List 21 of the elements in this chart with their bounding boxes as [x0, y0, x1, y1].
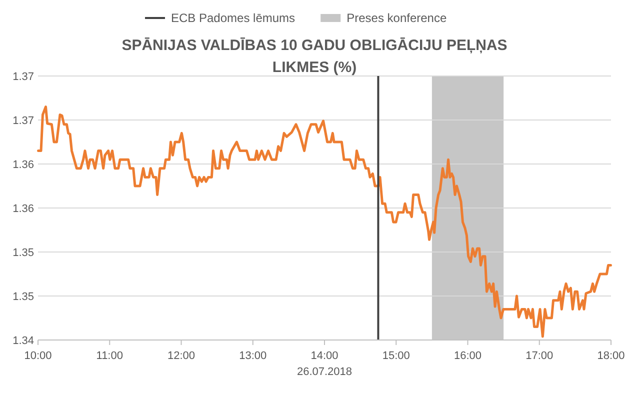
y-tick-label: 1.35	[12, 247, 34, 259]
legend-label: ECB Padomes lēmums	[171, 11, 296, 25]
legend-label: Preses konference	[346, 11, 447, 25]
x-tick-label: 17:00	[526, 350, 554, 362]
x-tick-label: 14:00	[310, 350, 338, 362]
x-tick-label: 12:00	[167, 350, 196, 362]
y-tick-label: 1.36	[12, 159, 34, 171]
chart-title: SPĀNIJAS VALDĪBAS 10 GADU OBLIGĀCIJU PEĻŅAS LIKMES (%)	[122, 37, 508, 76]
x-tick-label: 13:00	[239, 350, 267, 362]
line-series	[37, 106, 612, 338]
x-tick-label: 16:00	[454, 350, 482, 362]
x-tick-label: 15:00	[382, 350, 410, 362]
y-tick-label: 1.36	[12, 203, 34, 215]
x-tick-label: 11:00	[96, 350, 123, 362]
y-tick-label: 1.34	[12, 335, 34, 347]
y-tick-label: 1.37	[12, 71, 34, 83]
y-tick-label: 1.37	[12, 115, 34, 127]
x-tick-label: 10:00	[24, 350, 52, 362]
x-axis-title: 26.07.2018	[296, 366, 352, 378]
y-tick-label: 1.35	[12, 291, 34, 303]
x-tick-label: 18:00	[597, 350, 625, 362]
